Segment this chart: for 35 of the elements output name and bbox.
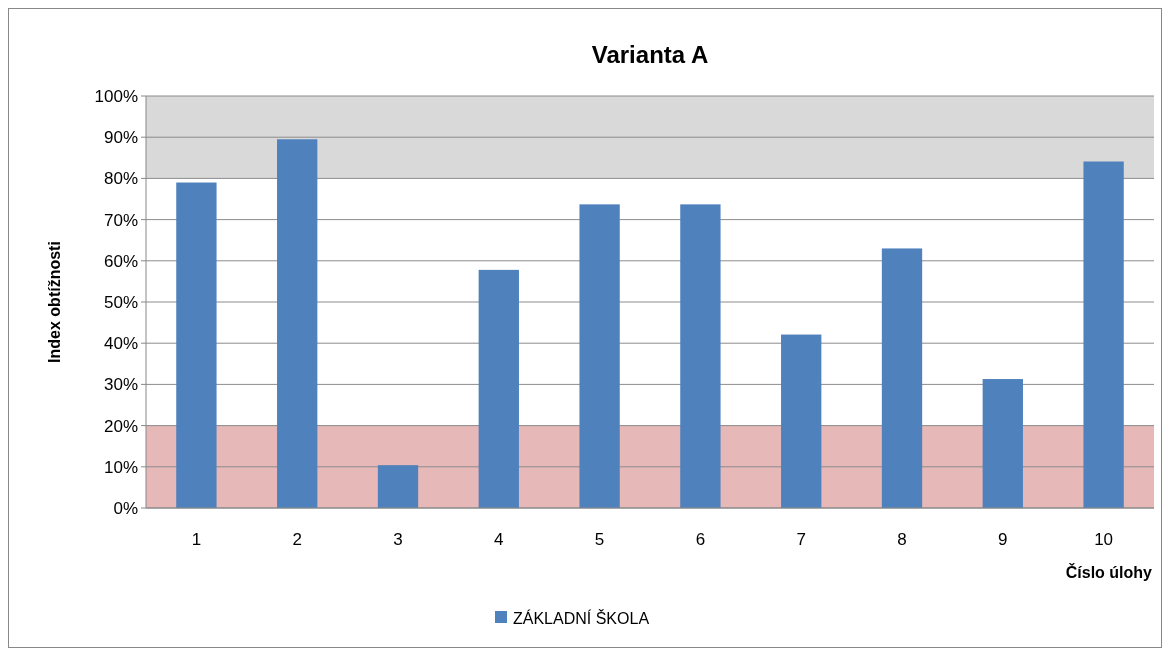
bar xyxy=(579,204,620,508)
bar xyxy=(1083,161,1124,508)
y-tick-label: 100% xyxy=(94,86,138,106)
y-tick-label: 60% xyxy=(103,251,138,271)
bar xyxy=(881,248,923,508)
x-tick-label: 2 xyxy=(292,530,302,549)
x-tick-label: 8 xyxy=(897,530,907,549)
x-tick-label: 9 xyxy=(998,530,1008,549)
bar xyxy=(176,182,217,508)
x-tick-label: 1 xyxy=(191,530,202,549)
y-tick-label: 80% xyxy=(103,169,138,189)
y-tick-label: 70% xyxy=(103,210,138,230)
chart-title: Varianta A xyxy=(591,41,709,68)
y-tick-label: 50% xyxy=(103,292,138,312)
bar xyxy=(680,204,721,508)
y-tick-label: 40% xyxy=(103,334,138,354)
x-axis-title: Číslo úlohy xyxy=(1065,563,1153,581)
legend-label: ZÁKLADNÍ ŠKOLA xyxy=(513,608,650,627)
bar xyxy=(377,465,419,508)
y-axis-title: Index obtížnosti xyxy=(46,241,63,363)
bar xyxy=(982,379,1023,508)
bar xyxy=(478,269,519,508)
x-tick-label: 4 xyxy=(494,530,504,549)
y-tick-label: 0% xyxy=(113,498,138,518)
y-tick-label: 90% xyxy=(103,128,138,148)
bar xyxy=(277,139,318,508)
x-tick-label: 5 xyxy=(594,530,605,549)
bar xyxy=(781,334,822,508)
x-tick-label: 10 xyxy=(1094,530,1114,549)
y-tick-label: 30% xyxy=(103,375,138,395)
x-tick-label: 6 xyxy=(695,530,706,549)
x-tick-label: 3 xyxy=(393,530,403,549)
y-tick-label: 10% xyxy=(103,457,138,477)
x-tick-label: 7 xyxy=(796,530,806,549)
y-tick-label: 20% xyxy=(103,416,138,436)
